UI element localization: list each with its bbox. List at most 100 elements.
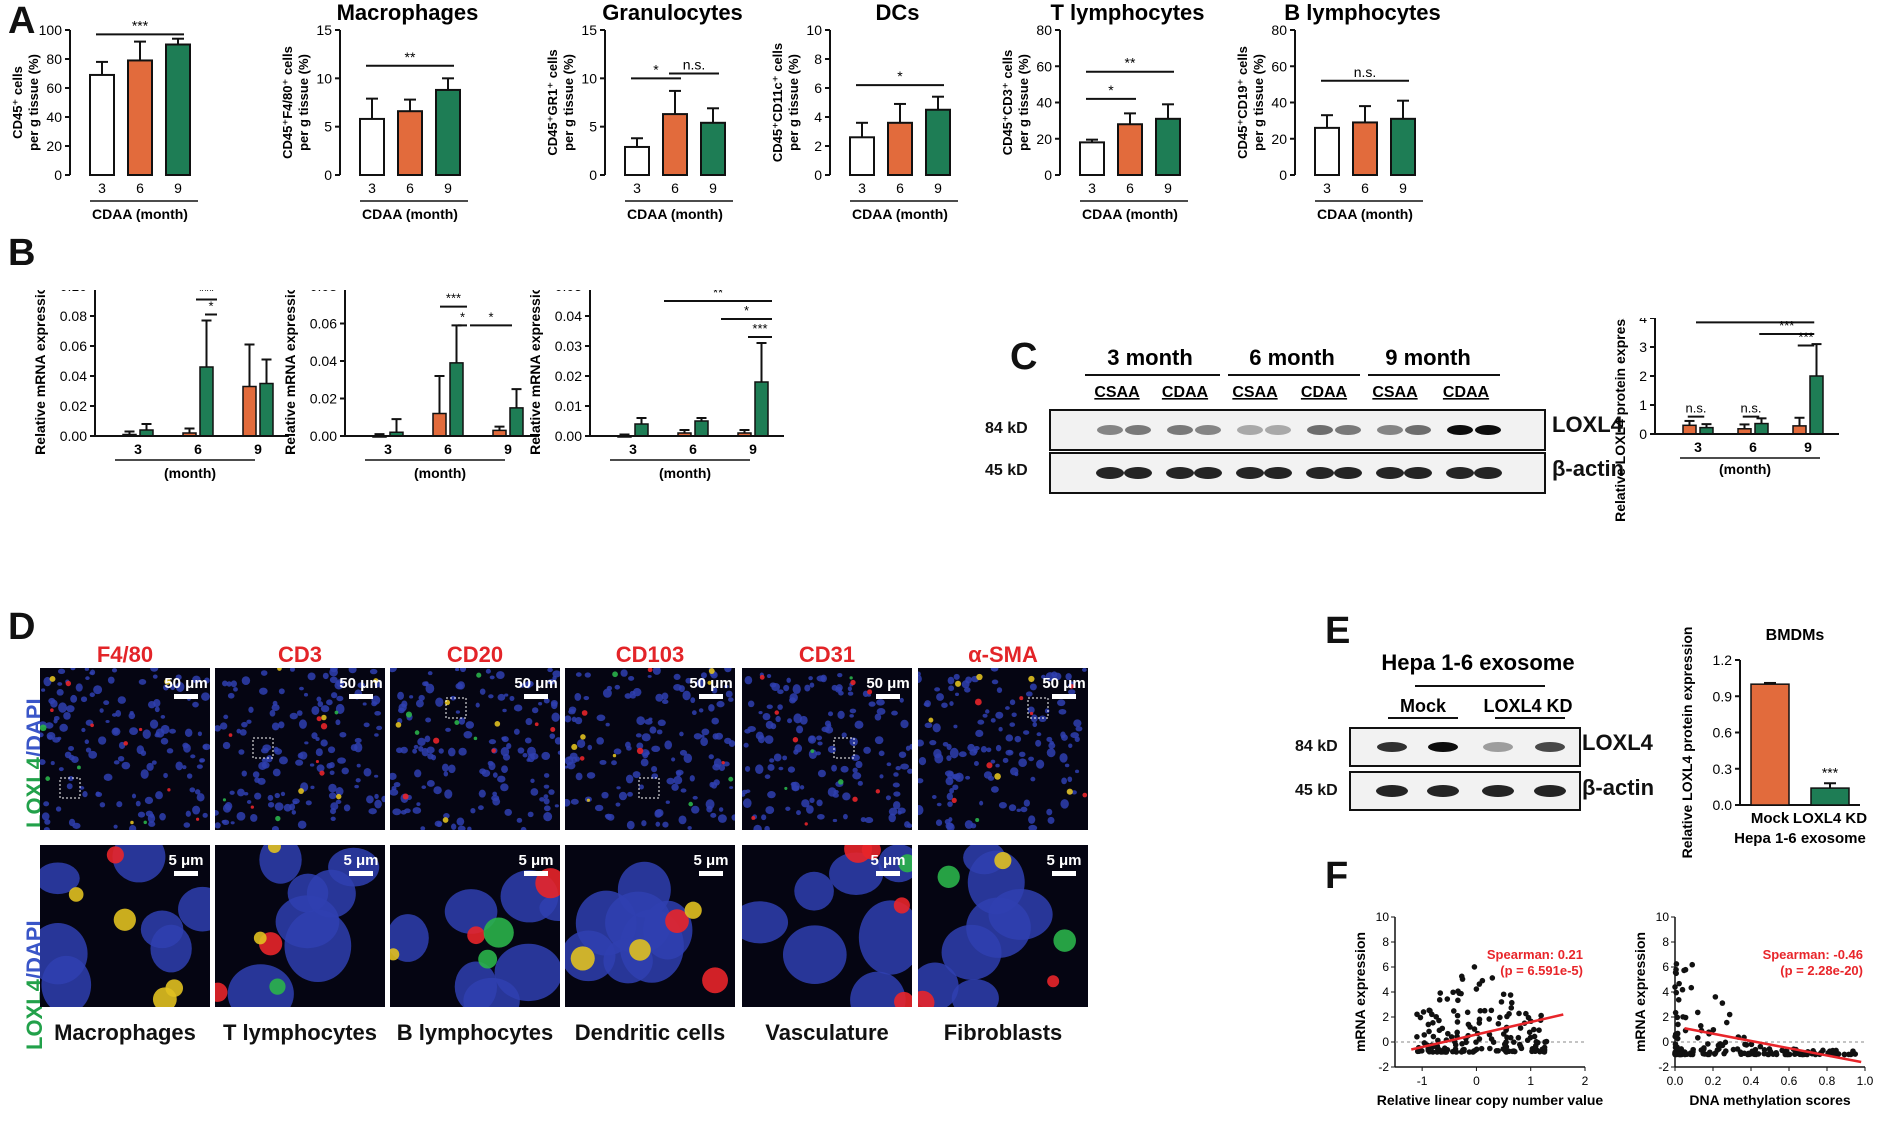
stain-spot (849, 676, 853, 680)
nucleus (46, 732, 56, 740)
stain-spot (90, 723, 94, 728)
nucleus (900, 763, 909, 770)
nucleus (530, 788, 539, 796)
nucleus (219, 722, 228, 730)
nucleus (291, 810, 297, 815)
stain-spot (586, 798, 591, 802)
nucleus (692, 795, 698, 800)
marker-title-3: CD103 (615, 642, 685, 667)
nucleus (808, 676, 813, 681)
nucleus (433, 786, 442, 795)
nucleus (330, 816, 336, 822)
y-tick-label: 4 (1662, 985, 1669, 999)
scatter-point (1722, 1039, 1729, 1046)
scatter-point (1674, 1035, 1681, 1042)
stain-spot (405, 711, 412, 718)
scale-bar-label: 5 μm (693, 852, 728, 869)
scatter-point (1473, 1046, 1480, 1053)
scale-bar (524, 871, 548, 876)
stain-spot (1019, 696, 1024, 701)
nucleus (687, 826, 692, 830)
scatter-point (1439, 1025, 1446, 1032)
x-tick-label: 9 (709, 180, 717, 196)
y-axis-label-line: per g tissue (%) (561, 54, 576, 151)
y-tick-label: 0.04 (310, 353, 337, 369)
nucleus (415, 699, 424, 708)
y-tick-label: 4 (814, 109, 822, 125)
nucleus (192, 701, 199, 708)
nucleus (652, 668, 661, 675)
scatter-point (1726, 1011, 1733, 1018)
stain-spot (759, 674, 765, 680)
scatter-point (1478, 1045, 1485, 1052)
y-tick-label: -2 (1658, 1060, 1669, 1074)
scale-bar (1052, 871, 1076, 876)
nucleus (329, 676, 338, 684)
nucleus (99, 802, 106, 808)
nucleus (250, 813, 258, 822)
nucleus (530, 778, 535, 784)
nucleus (973, 760, 979, 767)
stain-spot (707, 680, 712, 685)
nucleus (711, 717, 720, 725)
nucleus (292, 800, 298, 805)
nucleus (854, 720, 864, 729)
x-axis-label: (month) (164, 465, 216, 481)
panel-f-scatter-1: -2 0 2 4 6 8 10 0.0 0.2 0.4 0.6 0.8 1.0 Spearman: -0.… (1632, 910, 1874, 1108)
panel-e-chart: BMDMs 0.0 0.3 0.6 0.9 1.2 Mock LOXL4 KD *** Hepa … (1679, 627, 1867, 859)
scatter-point (1688, 984, 1695, 991)
nucleus (241, 676, 251, 686)
nucleus (222, 680, 228, 687)
scatter-point (1673, 989, 1680, 996)
scale-bar-label: 50 μm (689, 675, 732, 692)
nucleus (858, 900, 912, 975)
nucleus (489, 675, 495, 680)
nucleus (146, 762, 154, 771)
nucleus (57, 668, 66, 675)
nucleus (304, 741, 309, 745)
nucleus (336, 695, 344, 702)
stain-spot (1053, 929, 1076, 952)
x-tick-label: 6 (671, 180, 679, 196)
nucleus (627, 791, 633, 797)
x-tick-label: 6 (406, 180, 414, 196)
scatter-point (1852, 1051, 1859, 1057)
nucleus (804, 684, 811, 692)
nucleus (1009, 722, 1016, 727)
x-tick-label: 0.8 (1819, 1074, 1836, 1088)
nucleus (363, 722, 370, 728)
nucleus (641, 733, 651, 742)
nucleus (227, 964, 294, 1007)
scatter-point (1542, 1039, 1548, 1045)
nucleus (530, 752, 539, 760)
nucleus (160, 724, 170, 734)
nucleus (816, 735, 823, 741)
stain-spot (334, 710, 339, 715)
nucleus (1049, 740, 1054, 745)
nucleus (949, 788, 955, 794)
zoom-box (1027, 697, 1049, 719)
nucleus (613, 748, 622, 755)
nucleus (169, 728, 176, 734)
stain-spot (844, 845, 873, 863)
nucleus (524, 737, 532, 744)
nucleus (222, 741, 231, 750)
bar-6 (887, 121, 913, 177)
nucleus (904, 821, 911, 828)
nucleus (196, 793, 205, 802)
y-tick-label: 100 (39, 22, 63, 38)
nucleus (223, 714, 229, 720)
sig-label: *** (1822, 764, 1839, 780)
y-axis-label: Relative mRNA expression (527, 290, 543, 455)
nucleus (1046, 808, 1053, 816)
nucleus (673, 684, 682, 691)
x-tick-label: 9 (444, 180, 452, 196)
scatter-point (1477, 1008, 1484, 1014)
nucleus (504, 693, 509, 697)
nucleus (421, 748, 429, 757)
nucleus (1071, 790, 1077, 795)
stain-spot (875, 789, 881, 794)
band-loxl4 (1307, 425, 1333, 435)
nucleus (328, 847, 380, 887)
nucleus (1041, 674, 1046, 679)
